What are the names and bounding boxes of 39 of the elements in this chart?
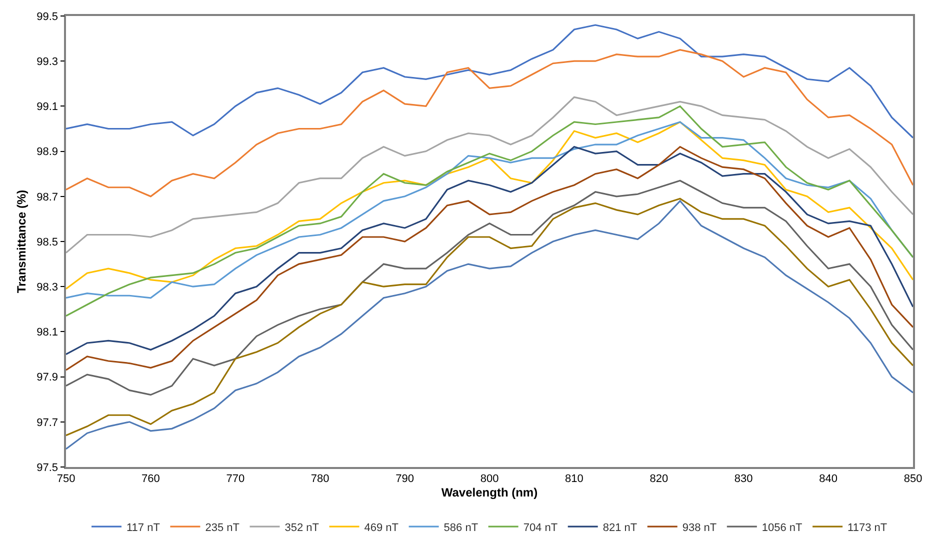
x-axis-title: Wavelength (nm) <box>441 485 538 500</box>
y-tick-label: 97.7 <box>36 416 58 429</box>
x-tick-label: 820 <box>650 472 668 485</box>
y-tick-label: 97.5 <box>36 462 58 474</box>
legend-label: 1173 nT <box>848 522 888 534</box>
legend-label: 704 nT <box>523 522 558 534</box>
legend-label: 352 nT <box>284 522 320 534</box>
x-tick-label: 850 <box>904 472 922 485</box>
line-series <box>66 49 913 198</box>
legend-label: 938 nT <box>682 522 717 534</box>
x-tick-label: 780 <box>310 472 330 485</box>
y-tick-label: 99.1 <box>36 101 58 114</box>
line-series <box>66 105 913 317</box>
y-tick-label: 98.9 <box>36 146 58 158</box>
y-tick-label: 99.5 <box>36 10 58 23</box>
y-axis-title: Transmittance (%) <box>14 190 28 294</box>
y-tick-label: 98.7 <box>36 191 58 204</box>
line-series <box>66 180 913 396</box>
legend-label: 586 nT <box>444 522 478 534</box>
legend-label: 821 nT <box>602 522 638 534</box>
y-tick-label: 98.5 <box>36 236 58 248</box>
legend-label: 117 nT <box>126 522 160 534</box>
x-tick-label: 840 <box>819 472 838 485</box>
legend-label: 235 nT <box>205 522 240 534</box>
y-tick-label: 99.3 <box>36 56 58 68</box>
y-tick-label: 97.9 <box>36 372 58 384</box>
x-tick-label: 770 <box>226 472 245 485</box>
x-tick-label: 810 <box>565 472 584 485</box>
x-tick-label: 790 <box>396 472 414 485</box>
line-series <box>66 96 913 254</box>
y-tick-label: 98.1 <box>36 326 58 339</box>
legend-label: 469 nT <box>364 522 399 534</box>
legend-label: 1056 nT <box>762 522 803 534</box>
y-tick-label: 98.3 <box>36 281 58 294</box>
x-tick-label: 750 <box>56 472 76 485</box>
x-tick-label: 830 <box>734 472 753 485</box>
x-tick-label: 800 <box>480 472 499 485</box>
x-tick-label: 760 <box>142 472 160 485</box>
line-series <box>66 24 913 139</box>
